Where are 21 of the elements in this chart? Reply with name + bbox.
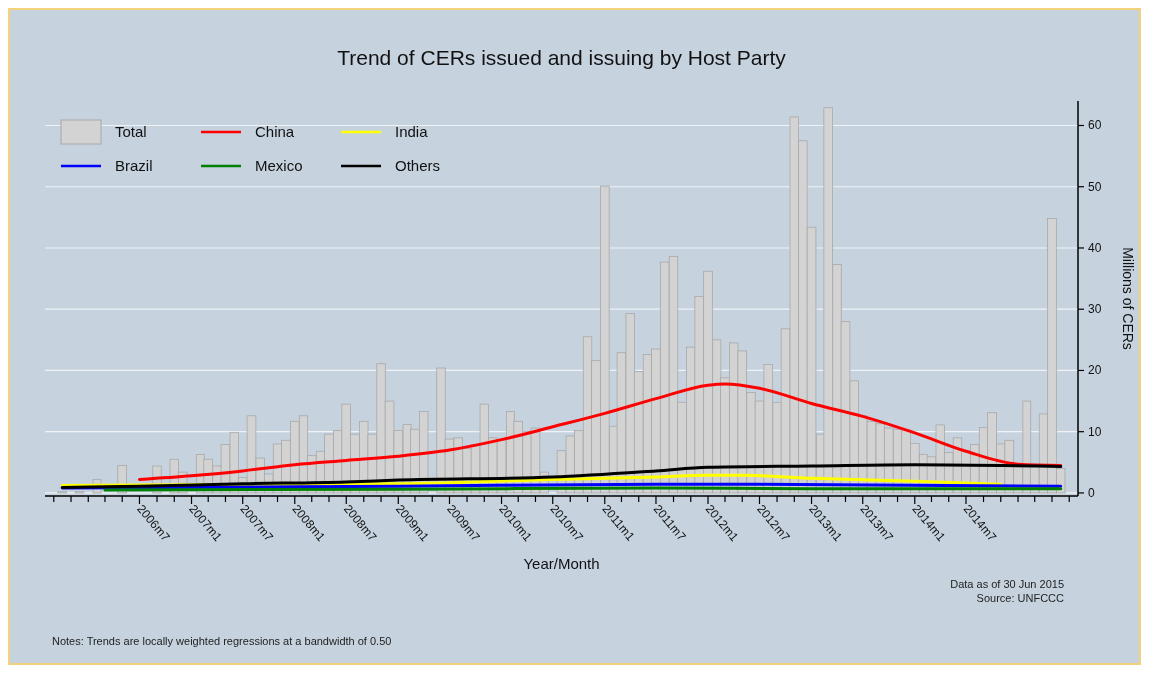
y-tick-label: 40: [1088, 240, 1102, 255]
chart-title: Trend of CERs issued and issuing by Host Party: [337, 46, 787, 69]
legend-label: India: [395, 123, 429, 140]
line-series: [60, 463, 1063, 489]
y-tick-label: 0: [1088, 485, 1095, 500]
y-tick-label: 10: [1088, 424, 1102, 439]
text: Data as of 30 Jun 2015: [950, 578, 1064, 590]
legend-label: Others: [395, 157, 441, 174]
line-series: [137, 382, 1063, 481]
y-tick-label: 20: [1088, 363, 1102, 378]
y-axis-title: Millions of CERs: [1120, 247, 1136, 350]
legend-label: Mexico: [255, 157, 303, 174]
y-tick-label: 30: [1088, 302, 1102, 317]
source-note: Source: UNFCCC: [976, 592, 1065, 604]
legend-label: China: [255, 123, 295, 140]
legend-label: Total: [115, 123, 147, 140]
y-tick-label: 60: [1088, 118, 1102, 133]
legend-label: Brazil: [115, 157, 153, 174]
text: Notes: Trends are locally weighted regressions at a bandwidth of 0.50: [52, 635, 392, 647]
x-axis-title: Year/Month: [523, 555, 600, 572]
y-tick-label: 50: [1088, 179, 1102, 194]
